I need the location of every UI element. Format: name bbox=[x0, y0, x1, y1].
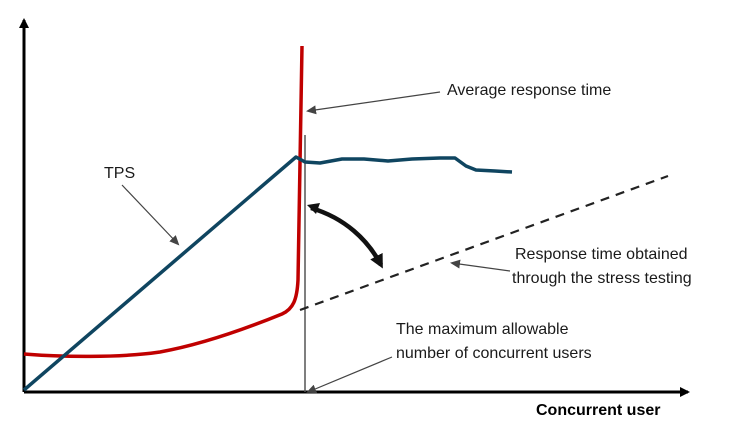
max-users-label-line2: number of concurrent users bbox=[396, 345, 592, 362]
tps-label: TPS bbox=[104, 165, 135, 182]
stress-label-line1: Response time obtained bbox=[515, 246, 688, 263]
tps-pointer bbox=[121, 184, 180, 246]
stress-pointer bbox=[450, 259, 511, 272]
tps-curve bbox=[22, 155, 513, 392]
response-time-curve bbox=[23, 45, 304, 359]
avg-response-pointer bbox=[306, 91, 441, 115]
curved-angle-arrow bbox=[310, 205, 383, 269]
stress-test-line bbox=[299, 174, 669, 312]
max-users-label-line1: The maximum allowable bbox=[396, 321, 569, 338]
avg-response-label: Average response time bbox=[447, 82, 611, 99]
curved-arrow-tail-icon bbox=[307, 203, 320, 214]
max-users-pointer bbox=[306, 356, 393, 394]
stress-label-line2: through the stress testing bbox=[512, 270, 692, 287]
x-axis-label: Concurrent user bbox=[536, 402, 660, 419]
